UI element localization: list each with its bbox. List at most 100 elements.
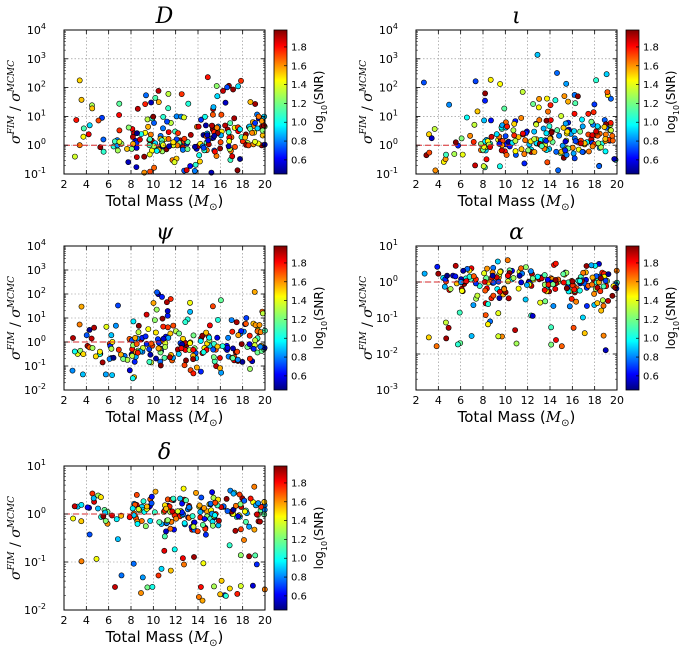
scatter-point <box>456 309 463 316</box>
scatter-point <box>134 105 141 112</box>
colorbar-label-sub: 10 <box>320 541 329 551</box>
scatter-point <box>89 105 96 112</box>
scatter-point <box>110 354 117 361</box>
scatter-point <box>78 558 85 565</box>
scatter-point <box>562 147 569 154</box>
x-tick-label: 18 <box>588 394 602 407</box>
scatter-point <box>253 561 260 568</box>
scatter-point <box>206 322 213 329</box>
y-label-num: σ <box>8 134 24 144</box>
scatter-point <box>501 286 508 293</box>
scatter-point <box>477 141 484 147</box>
scatter-point <box>589 281 595 288</box>
x-tick-label: 4 <box>83 394 90 407</box>
scatter-point <box>560 271 567 277</box>
scatter-point <box>193 364 200 371</box>
scatter-point <box>198 494 205 501</box>
x-label-unit: M <box>193 408 210 426</box>
colorbar-label-suffix: (SNR) <box>664 287 678 321</box>
x-tick-label: 10 <box>498 394 512 407</box>
scatter-point <box>211 512 218 519</box>
scatter-point <box>538 143 545 149</box>
scatter-point <box>78 96 85 103</box>
scatter-point <box>561 93 568 99</box>
scatter-point <box>142 101 149 107</box>
scatter-point <box>155 572 162 579</box>
scatter-point <box>251 483 258 490</box>
x-label-sub: ⊙ <box>561 418 569 429</box>
scatter-point <box>232 527 239 534</box>
scatter-point <box>86 531 93 538</box>
scatter-point <box>167 567 174 574</box>
scatter-point <box>129 505 136 512</box>
scatter-point <box>217 365 223 371</box>
x-tick-label: 12 <box>521 178 535 191</box>
scatter-point <box>185 100 192 107</box>
scatter-point <box>192 161 199 168</box>
y-tick-base: 10 <box>27 312 41 325</box>
scatter-point <box>250 345 257 352</box>
scatter-point <box>71 503 78 510</box>
scatter-point <box>142 333 149 340</box>
scatter-point <box>433 343 440 350</box>
scatter-point <box>84 504 91 511</box>
scatter-point <box>531 128 538 135</box>
x-tick-label: 14 <box>191 394 205 407</box>
y-label-num-sup: FIM <box>7 551 17 572</box>
scatter-point <box>510 275 517 281</box>
y-tick-base: 10 <box>24 384 38 397</box>
scatter-point <box>547 135 553 142</box>
scatter-point <box>200 144 207 151</box>
x-tick-label: 12 <box>169 394 183 407</box>
y-tick-exponent: 1 <box>41 108 46 117</box>
scatter-point <box>541 272 548 278</box>
scatter-point <box>485 321 491 328</box>
scatter-point <box>161 533 168 540</box>
scatter-point <box>181 362 188 369</box>
colorbar-label-prefix: log <box>312 331 326 349</box>
scatter-point <box>217 139 224 146</box>
scatter-point <box>155 99 162 105</box>
scatter-point <box>556 132 562 139</box>
scatter-point <box>80 125 87 132</box>
scatter-point <box>520 130 526 137</box>
scatter-point <box>115 346 122 353</box>
scatter-point <box>446 101 452 108</box>
y-tick-label: 100 <box>27 137 46 152</box>
colorbar-tick-label: 0.8 <box>291 353 307 364</box>
y-label-den: σ <box>8 92 24 102</box>
scatter-point <box>165 105 172 112</box>
x-tick-label: 20 <box>258 394 272 407</box>
scatter-point <box>153 306 160 313</box>
colorbar-tick-label: 0.6 <box>291 371 307 382</box>
scatter-point <box>483 156 490 163</box>
y-tick-label: 100 <box>379 274 398 289</box>
scatter-point <box>467 132 473 139</box>
colorbar-tick-label: 0.8 <box>291 573 307 584</box>
colorbar-delta <box>273 465 288 611</box>
scatter-point <box>242 519 249 525</box>
scatter-point <box>166 354 173 361</box>
x-tick-label: 4 <box>83 178 90 191</box>
points-delta <box>70 483 268 604</box>
scatter-point <box>241 537 247 543</box>
scatter-point <box>579 148 586 155</box>
colorbar-tick-label: 0.8 <box>643 137 659 148</box>
scatter-point <box>434 263 441 270</box>
scatter-point <box>235 332 242 339</box>
y-tick-base: 10 <box>27 53 41 66</box>
scatter-point <box>217 297 224 304</box>
scatter-point <box>543 130 550 137</box>
x-tick-label: 18 <box>588 178 602 191</box>
scatter-point <box>468 333 475 339</box>
scatter-point <box>147 168 153 175</box>
scatter-point <box>116 112 122 118</box>
y-axis-label: σFIM / σMCMC <box>7 496 24 580</box>
y-tick-label: 100 <box>27 506 46 521</box>
y-tick-label: 10-1 <box>376 310 398 325</box>
scatter-point <box>218 111 225 118</box>
scatter-point <box>247 495 254 502</box>
scatter-point <box>234 356 241 363</box>
scatter-point <box>511 132 518 139</box>
